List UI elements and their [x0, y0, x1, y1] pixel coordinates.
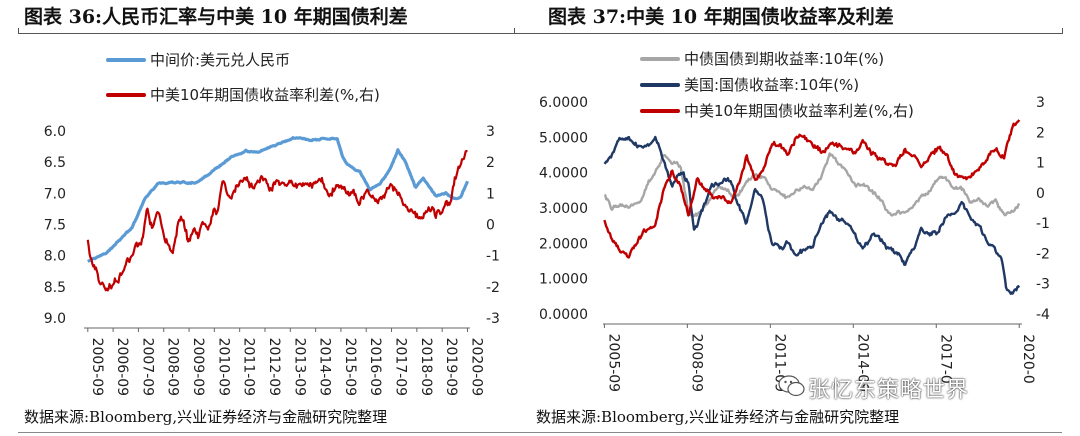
right-legend-label-2: 美国:国债收益率:10年(%) [684, 76, 859, 94]
right-series-line-2 [603, 135, 1021, 295]
right-right-axis-tick: 1 [1036, 156, 1045, 172]
right-right-axis-tick: -1 [1036, 216, 1050, 232]
left-left-axis-tick: 7.5 [44, 218, 66, 234]
left-x-tick-label: 2020-09 [468, 338, 484, 397]
right-right-axis-tick: -3 [1036, 277, 1050, 293]
right-left-axis-tick: 4.0000 [539, 166, 588, 182]
left-x-tick-label: 2008-09 [165, 338, 181, 397]
left-series-line-2 [86, 150, 468, 292]
right-legend-label-1: 中债国债到期收益率:10年(%) [684, 50, 884, 68]
left-series-line-1 [87, 136, 469, 263]
left-bottom-rule [18, 432, 520, 433]
left-panel: 图表 36:人民币汇率与中美 10 年期国债利差 6.0 6.5 7.0 7.5 8.0… [18, 6, 520, 433]
right-right-axis-tick: 0 [1036, 186, 1045, 202]
right-x-tick-label: 2008-09 [688, 334, 704, 393]
left-legend-label-2: 中美10年期国债收益率利差(%,右) [150, 86, 380, 104]
right-series-line-1 [604, 152, 1021, 218]
right-left-axis-tick: 5.0000 [539, 130, 588, 146]
left-right-axis-tick: 1 [486, 186, 495, 202]
right-title-rule [514, 33, 1062, 34]
watermark-text: 张忆东策略世界 [808, 378, 970, 403]
left-left-axis-tick: 9.0 [44, 311, 66, 327]
left-right-axis-tick: 0 [486, 218, 495, 234]
right-right-axis-tick: 3 [1036, 95, 1045, 111]
left-x-tick-label: 2006-09 [114, 338, 130, 397]
left-x-tick-label: 2007-09 [139, 338, 155, 397]
right-left-axis-tick: 0.0000 [539, 307, 588, 323]
left-left-axis-tick: 7.0 [44, 186, 66, 202]
left-right-axis-tick: -2 [486, 280, 500, 296]
right-left-axis-tick: 2.0000 [539, 236, 588, 252]
right-title-tick-right [1062, 28, 1063, 34]
left-left-axis-tick: 6.5 [44, 155, 66, 171]
left-x-tick-label: 2014-09 [317, 338, 333, 397]
right-source-note: 数据来源:Bloomberg,兴业证券经济与金融研究院整理 [536, 408, 900, 426]
right-chart-title: 图表 37:中美 10 年期国债收益率及利差 [548, 6, 894, 28]
right-series-line-3 [603, 119, 1021, 259]
right-left-axis-tick: 3.0000 [539, 201, 588, 217]
right-right-axis-tick: 2 [1036, 125, 1045, 141]
right-right-axis-tick: -4 [1036, 307, 1050, 323]
left-x-tick-label: 2016-09 [367, 338, 383, 397]
left-x-tick-label: 2011-09 [241, 338, 257, 397]
right-panel: 图表 37:中美 10 年期国债收益率及利差 6.0000 5.0000 4.000… [514, 0, 1080, 436]
left-x-tick-label: 2005-09 [89, 338, 105, 397]
left-right-axis-tick: 3 [486, 124, 495, 140]
right-chart: 6.0000 5.0000 4.0000 3.0000 2.0000 1.0000 0.00… [539, 50, 1050, 393]
left-x-tick-label: 2018-09 [418, 338, 434, 397]
left-left-axis-tick: 8.5 [44, 280, 66, 296]
right-x-tick-label: 2017-0 [937, 334, 953, 384]
right-legend-label-3: 中美10年期国债收益率利差(%,右) [684, 102, 914, 120]
left-left-axis-tick: 8.0 [44, 249, 66, 265]
right-left-axis-tick: 1.0000 [539, 272, 588, 288]
right-x-tick-label: 2005-09 [605, 334, 621, 393]
left-x-tick-label: 2013-09 [291, 338, 307, 397]
left-right-axis-tick: -1 [486, 249, 500, 265]
right-x-tick-label: 2014-09 [854, 334, 870, 393]
left-x-tick-label: 2009-09 [190, 338, 206, 397]
wechat-icon [778, 375, 805, 397]
left-legend-label-1: 中间价:美元兑人民币 [150, 51, 290, 69]
left-chart: 6.0 6.5 7.0 7.5 8.0 8.5 9.0 3 2 1 0 -1 -2 -3 2005-09 20… [44, 51, 500, 397]
left-x-tick-label: 2012-09 [266, 338, 282, 397]
right-left-axis-tick: 6.0000 [539, 95, 588, 111]
right-bottom-rule [514, 432, 1062, 433]
left-title-tick [18, 28, 19, 34]
left-x-tick-label: 2019-09 [443, 338, 459, 397]
left-x-tick-label: 2015-09 [342, 338, 358, 397]
left-title-rule [18, 33, 520, 34]
left-right-axis-tick: -3 [486, 311, 500, 327]
left-x-tick-label: 2017-09 [393, 338, 409, 397]
right-title-tick-left [514, 28, 515, 34]
left-right-axis-tick: 2 [486, 155, 495, 171]
right-right-axis-tick: -2 [1036, 246, 1050, 262]
left-left-axis-tick: 6.0 [44, 124, 66, 140]
right-x-tick-label: 2020-0 [1020, 334, 1036, 384]
left-x-tick-label: 2010-09 [215, 338, 231, 397]
left-chart-title: 图表 36:人民币汇率与中美 10 年期国债利差 [24, 6, 408, 28]
left-source-note: 数据来源:Bloomberg,兴业证券经济与金融研究院整理 [24, 408, 388, 426]
